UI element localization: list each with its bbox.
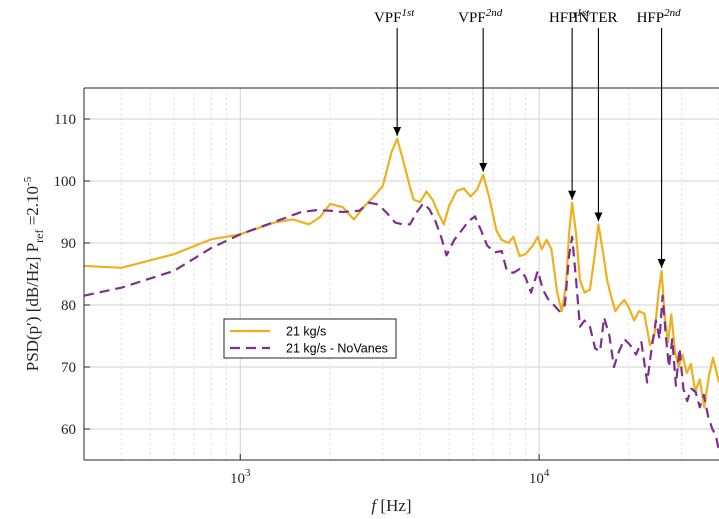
x-tick-exponent: 4 <box>544 467 550 479</box>
x-tick-label: 104 <box>529 467 550 487</box>
peak-annotation-label: VPF1st <box>374 7 415 26</box>
x-tick-base: 10 <box>529 471 544 487</box>
y-axis-label-tail: =2.10 <box>23 186 42 230</box>
series-layer <box>84 137 719 451</box>
y-tick-label: 60 <box>61 422 76 438</box>
peak-annotation-label: INTER <box>573 10 617 26</box>
annotation-superscript: 1st <box>576 7 590 19</box>
annotation-superscript: 2nd <box>486 7 503 19</box>
annotation-base: HFP <box>549 10 577 26</box>
legend-box <box>223 318 397 359</box>
series-line-1 <box>84 201 719 451</box>
legend: 21 kg/s 21 kg/s - NoVanes <box>223 318 397 359</box>
x-axis-label: f [Hz] <box>371 496 411 515</box>
x-axis-variable: f <box>371 496 378 515</box>
y-axis-label-superscript: -5 <box>22 176 34 186</box>
plot-area <box>84 88 719 460</box>
legend-label-0: 21 kg/s <box>286 325 326 339</box>
peak-annotation-label: HFP2nd <box>637 7 682 26</box>
x-tick-label: 103 <box>230 467 251 487</box>
y-tick-label: 90 <box>61 236 76 252</box>
x-tick-base: 10 <box>230 471 245 487</box>
y-axis-label-main: PSD(p′) [dB/Hz] P <box>23 243 42 371</box>
y-tick-label: 80 <box>61 298 76 314</box>
y-tick-label: 110 <box>54 112 76 128</box>
annotation-base: INTER <box>573 10 617 26</box>
y-tick-label: 70 <box>61 360 76 376</box>
peak-annotation-label: HFP1st <box>549 7 590 26</box>
annotation-base: HFP <box>637 10 665 26</box>
legend-label-1: 21 kg/s - NoVanes <box>286 342 388 356</box>
annotation-base: VPF <box>458 10 486 26</box>
x-axis-unit: [Hz] <box>376 496 411 515</box>
annotation-base: VPF <box>374 10 402 26</box>
series-line-0 <box>84 137 719 409</box>
annotation-superscript: 2nd <box>664 7 681 19</box>
x-tick-exponent: 3 <box>245 467 251 479</box>
annotation-superscript: 1st <box>401 7 415 19</box>
peak-annotation-label: VPF2nd <box>458 7 503 26</box>
y-axis-label-subscript: ref <box>32 230 46 243</box>
y-axis-label: PSD(p′) [dB/Hz] Pref =2.10-5 <box>22 176 46 371</box>
y-tick-label: 100 <box>54 174 77 190</box>
